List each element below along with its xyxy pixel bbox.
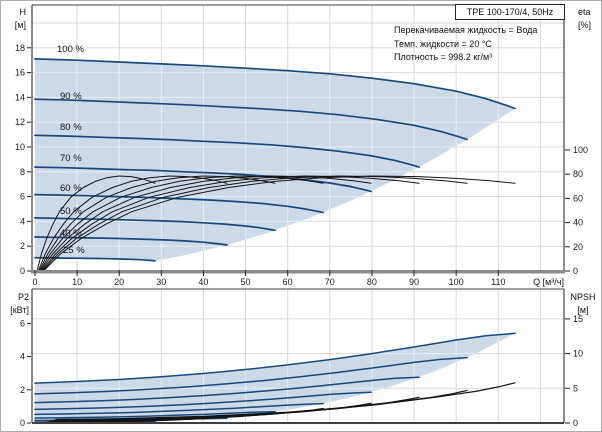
pump-type-title-box: TPE 100-170/4, 50Hz [455, 4, 565, 20]
h-axis-unit: [м] [14, 20, 26, 30]
curve-p2-80 [34, 376, 420, 404]
npsh-axis-name: NPSH [570, 292, 596, 302]
tick-label: 2 [20, 241, 25, 251]
liquid-info-block: Перекачиваемая жидкость = Вода Темп. жид… [394, 24, 537, 65]
curve-eta-50 [38, 175, 276, 272]
tick-label: 10 [573, 349, 583, 359]
eta-axis-label: eta [%] [578, 6, 591, 32]
tick-label: 20 [114, 277, 124, 287]
tick-label: 6 [20, 192, 25, 202]
curve-p2-70 [34, 391, 372, 411]
tick-label: 40 [573, 218, 583, 228]
tick-label: 100 [573, 145, 588, 155]
tick-label: 40 [198, 277, 208, 287]
tick-label: 0 [32, 277, 37, 287]
tick-label: 16 [15, 68, 25, 78]
tick-label: 0 [20, 418, 25, 428]
tick-label: 50 [241, 277, 251, 287]
curve-h-60 [34, 193, 324, 214]
tick-label: 90 [409, 277, 419, 287]
tick-label: 60 [283, 277, 293, 287]
speed-label-25: 25 % [63, 245, 85, 256]
curve-h-40 [34, 236, 228, 246]
curve-h-80 [34, 134, 420, 168]
speed-label-100: 100 % [57, 44, 84, 55]
curve-h-25 [34, 256, 156, 262]
info-line-liquid: Перекачиваемая жидкость = Вода [394, 25, 538, 35]
tick-label: 8 [20, 167, 25, 177]
tick-label: 15 [573, 314, 583, 324]
operating-range-band [34, 58, 516, 261]
operating-range-band [34, 333, 516, 423]
speed-label-50: 50 % [60, 206, 82, 217]
chart-1: 0 2 4 6 0 5 10 15 [20, 288, 583, 428]
curve-eta-70 [40, 175, 372, 272]
p2-axis-label: P2 [кВт] [1, 291, 29, 317]
tick-label: 2 [20, 385, 25, 395]
curve-eta-100 [42, 175, 516, 272]
eta-axis-name: eta [578, 7, 591, 17]
tick-label: 0 [573, 266, 578, 276]
tick-label: 10 [15, 142, 25, 152]
tick-label: 4 [20, 216, 25, 226]
tick-label: 0 [20, 266, 25, 276]
tick-label: 6 [20, 318, 25, 328]
tick-label: 60 [573, 193, 583, 203]
tick-label: 18 [15, 43, 25, 53]
curve-eta-90 [42, 175, 468, 272]
speed-label-70: 70 % [60, 153, 82, 164]
curve-eta-40 [37, 175, 228, 272]
tick-label: 10 [72, 277, 82, 287]
speed-label-60: 60 % [60, 183, 82, 194]
tick-label: 20 [573, 242, 583, 252]
curve-h-50 [34, 217, 276, 232]
tick-label: 30 [156, 277, 166, 287]
tick-label: 80 [367, 277, 377, 287]
chart-0: 0 10 20 30 40 50 60 70 80 90 100 110 0 2 4 6 8 10 12 14 16 18… [15, 4, 588, 287]
h-axis-label: H [м] [1, 6, 26, 32]
p2-axis-name: P2 [17, 292, 29, 302]
tick-label: 110 [491, 277, 505, 287]
curve-eta-60 [39, 175, 324, 272]
info-line-temperature: Темп. жидкости = 20 °C [394, 38, 492, 49]
tick-label: 0 [573, 418, 578, 428]
speed-label-80: 80 % [60, 122, 82, 133]
npsh-axis-unit: [м] [577, 305, 589, 315]
tick-label: 100 [449, 277, 464, 287]
tick-label: 80 [573, 169, 583, 179]
tick-label: 12 [15, 117, 25, 127]
eta-axis-unit: [%] [578, 20, 592, 30]
tick-label: 4 [20, 352, 25, 362]
tick-label: 70 [325, 277, 335, 287]
tick-label: 14 [15, 92, 25, 102]
curve-p2-90 [34, 356, 468, 395]
curve-p2-50 [34, 410, 276, 419]
info-line-density: Плотность = 998.2 кг/м³ [394, 52, 493, 62]
p2-axis-unit: [кВт] [10, 305, 29, 315]
curve-p2-60 [34, 402, 324, 416]
curve-eta-80 [41, 175, 420, 272]
speed-label-90: 90 % [60, 91, 82, 102]
h-axis-name: H [19, 7, 27, 17]
tick-label: 5 [573, 383, 578, 393]
curve-h-100 [34, 58, 516, 110]
x-axis-line [31, 270, 565, 274]
speed-label-40: 40 % [60, 228, 82, 239]
q-axis-label: Q [м³/ч] [533, 277, 564, 287]
curve-h-70 [34, 166, 372, 193]
curve-p2-100 [34, 332, 516, 384]
curve-h-90 [34, 98, 468, 141]
curve-eta-25 [36, 175, 156, 272]
npsh-axis-label: NPSH [м] [565, 291, 601, 317]
